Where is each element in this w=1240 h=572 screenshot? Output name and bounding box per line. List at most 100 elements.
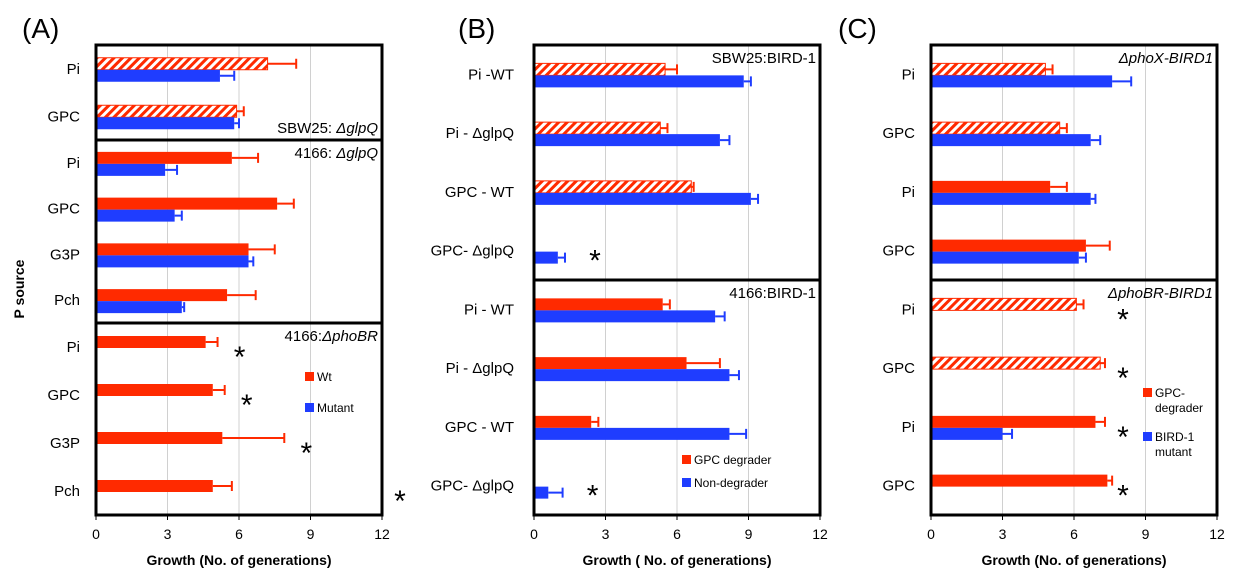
category-label: GPC- ΔglpQ (431, 243, 514, 260)
bar-blue (96, 69, 220, 82)
legend-swatch (682, 478, 691, 487)
subpanel-title-italic: ΔglpQ (335, 120, 378, 137)
category-label: G3P (50, 435, 80, 452)
bar-blue (96, 117, 235, 130)
category-label: Pi - ΔglpQ (446, 125, 514, 142)
bar-red (533, 121, 661, 135)
subpanel-title-plain: SBW25:BIRD-1 (712, 50, 816, 67)
bar-blue (534, 75, 744, 88)
subpanel-title-italic: ΔglpQ (335, 145, 378, 162)
x-tick-label: 0 (530, 526, 538, 542)
significance-star: * (1117, 362, 1129, 395)
bar-red (96, 197, 278, 210)
legend-label: GPC degrader (694, 453, 771, 467)
category-label: G3P (50, 246, 80, 263)
bar-blue (96, 209, 175, 222)
legend-label-line: Mutant (317, 401, 354, 415)
x-tick-label: 3 (602, 526, 610, 542)
category-label: Pi (67, 61, 80, 78)
subpanel-title-plain: SBW25: (277, 120, 336, 137)
legend-swatch (1143, 432, 1152, 441)
bar-red (931, 239, 1086, 252)
subpanel-frame (929, 278, 1219, 517)
legend-label: GPC-degrader (1155, 386, 1203, 415)
bar-red (96, 151, 232, 164)
category-label: Pi - WT (464, 301, 514, 318)
bar-blue (534, 427, 730, 440)
bar-blue (96, 163, 166, 176)
significance-star: * (589, 245, 601, 278)
legend-label-line: Non-degrader (694, 476, 768, 490)
bar-blue (931, 427, 1003, 440)
category-label: Pi - ΔglpQ (446, 360, 514, 377)
subpanel-title-plain: 4166:BIRD-1 (729, 285, 816, 302)
subpanel-title: ΔphoBR-BIRD1 (1107, 285, 1213, 302)
category-label: GPC (47, 108, 80, 125)
legend-label: Mutant (317, 401, 354, 415)
x-tick-label: 3 (164, 526, 172, 542)
x-axis-label: Growth (No. of generations) (981, 552, 1166, 568)
subpanel-title-italic: ΔphoBR (321, 328, 378, 345)
category-label: Pch (54, 292, 80, 309)
bar-blue (931, 192, 1091, 205)
bar-blue (534, 369, 730, 382)
subpanel-title: SBW25: ΔglpQ (277, 120, 378, 137)
subpanel-title-italic: ΔphoBR-BIRD1 (1107, 285, 1213, 302)
subpanel-title-plain: 4166: (295, 145, 337, 162)
bar-red (96, 289, 228, 302)
legend-label-line: degrader (1155, 401, 1203, 415)
category-label: GPC (882, 125, 915, 142)
x-axis-label: Growth ( No. of generations) (583, 552, 772, 568)
bar-red (96, 243, 249, 256)
legend-swatch (305, 403, 314, 412)
category-label: GPC (882, 243, 915, 260)
bar-blue (96, 301, 182, 314)
x-tick-label: 9 (745, 526, 753, 542)
significance-star: * (1117, 421, 1129, 454)
legend-label: Wt (317, 370, 332, 384)
bar-red (534, 415, 592, 428)
x-tick-label: 3 (999, 526, 1007, 542)
bar-red (931, 415, 1096, 428)
category-label: Pi (67, 339, 80, 356)
legend-swatch (305, 372, 314, 381)
bar-blue (931, 134, 1091, 147)
x-tick-label: 12 (1209, 526, 1225, 542)
bar-blue (96, 255, 249, 268)
category-label: Pi (902, 419, 915, 436)
significance-star: * (234, 341, 246, 374)
panel-label: (C) (838, 13, 877, 44)
bar-blue (534, 192, 751, 205)
legend-label-line: BIRD-1 (1155, 430, 1195, 444)
bar-red (95, 104, 238, 118)
bar-blue (931, 251, 1079, 264)
x-tick-label: 9 (307, 526, 315, 542)
legend-label: Non-degrader (694, 476, 768, 490)
category-label: Pi (67, 155, 80, 172)
x-tick-label: 9 (1142, 526, 1150, 542)
subpanel-title: SBW25:BIRD-1 (712, 50, 816, 67)
category-label: Pi (902, 301, 915, 318)
subpanel-title: 4166: ΔglpQ (295, 145, 379, 162)
bar-red (534, 357, 687, 370)
subpanel-title-plain: 4166: (285, 328, 323, 345)
significance-star: * (1117, 303, 1129, 336)
subpanel-frame (532, 278, 822, 517)
legend-label-line: mutant (1155, 445, 1192, 459)
bar-red (96, 384, 213, 396)
subpanel-title: 4166:BIRD-1 (729, 285, 816, 302)
x-tick-label: 6 (673, 526, 681, 542)
category-label: GPC (882, 478, 915, 495)
legend-swatch (1143, 388, 1152, 397)
y-axis-label: P source (11, 259, 27, 318)
category-label: GPC- ΔglpQ (431, 478, 514, 495)
bar-red (930, 121, 1061, 135)
subpanel-frame (94, 321, 384, 517)
subpanel-title: 4166:ΔphoBR (285, 328, 379, 345)
bar-red (930, 62, 1046, 76)
bar-red (95, 57, 269, 71)
bar-red (96, 432, 223, 444)
bar-blue (534, 486, 549, 499)
bar-blue (534, 310, 716, 323)
legend-swatch (682, 455, 691, 464)
